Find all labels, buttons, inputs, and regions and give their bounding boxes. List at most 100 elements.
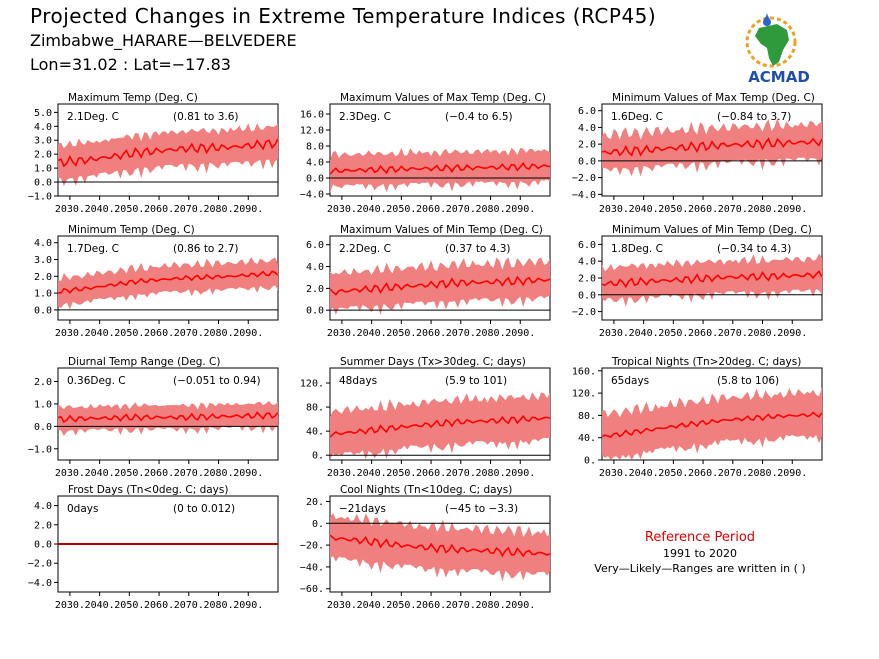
median-series-line bbox=[57, 138, 279, 168]
chart-value-label: 48days bbox=[339, 375, 377, 387]
x-tick-label: 2080. bbox=[747, 328, 777, 339]
x-tick-label: 2060. bbox=[144, 204, 174, 215]
logo-text: ACMAD bbox=[748, 68, 810, 86]
y-tick-label: 12.0 bbox=[300, 126, 324, 137]
x-tick-label: 2050. bbox=[114, 600, 144, 611]
y-tick-label: 2.0 bbox=[34, 520, 52, 531]
x-tick-label: 2080. bbox=[475, 328, 505, 339]
x-tick-label: 2030. bbox=[599, 468, 629, 479]
y-tick-label: −4.0 bbox=[300, 190, 324, 201]
chart-range-label: (5.9 to 101) bbox=[445, 375, 507, 387]
y-tick-label: 0.0 bbox=[306, 174, 324, 185]
chart-value-label: 2.3Deg. C bbox=[339, 111, 391, 123]
y-tick-label: 40. bbox=[578, 433, 596, 444]
y-tick-label: −40. bbox=[300, 562, 324, 573]
x-tick-label: 2090. bbox=[777, 328, 807, 339]
x-tick-label: 2030. bbox=[327, 204, 357, 215]
x-tick-label: 2040. bbox=[357, 468, 387, 479]
reference-legend: Reference Period 1991 to 2020 Very—Likel… bbox=[590, 530, 810, 575]
y-tick-label: −4.0 bbox=[572, 190, 596, 201]
y-tick-label: 4.0 bbox=[578, 123, 596, 134]
x-tick-label: 2090. bbox=[233, 600, 263, 611]
chart-title: Tropical Nights (Tn>20deg. C; days) bbox=[611, 356, 801, 368]
y-tick-label: −2.0 bbox=[572, 307, 596, 318]
x-tick-label: 2050. bbox=[114, 328, 144, 339]
x-tick-label: 2080. bbox=[475, 600, 505, 611]
y-tick-label: 160. bbox=[572, 366, 596, 377]
y-tick-label: 2.0 bbox=[578, 274, 596, 285]
x-tick-label: 2040. bbox=[85, 204, 115, 215]
y-tick-label: −1.0 bbox=[28, 192, 52, 203]
x-tick-label: 2070. bbox=[446, 600, 476, 611]
africa-map-icon bbox=[755, 24, 789, 66]
x-tick-label: 2040. bbox=[629, 204, 659, 215]
x-tick-label: 2030. bbox=[327, 328, 357, 339]
x-tick-label: 2040. bbox=[357, 328, 387, 339]
x-tick-label: 2060. bbox=[688, 468, 718, 479]
median-series-line bbox=[329, 161, 551, 175]
y-tick-label: 0. bbox=[312, 519, 324, 530]
chart-range-label: (0 to 0.012) bbox=[173, 503, 235, 515]
chart-range-label: (0.86 to 2.7) bbox=[173, 243, 239, 255]
median-series-line bbox=[329, 534, 551, 558]
median-series-line bbox=[601, 411, 823, 439]
x-tick-label: 2030. bbox=[599, 328, 629, 339]
y-tick-label: 4.0 bbox=[34, 238, 52, 249]
likely-range-band bbox=[58, 400, 278, 436]
y-tick-label: 0.0 bbox=[34, 305, 52, 316]
x-tick-label: 2070. bbox=[718, 468, 748, 479]
range-note: Very—Likely—Ranges are written in ( ) bbox=[594, 562, 806, 575]
x-tick-label: 2090. bbox=[777, 204, 807, 215]
y-tick-label: 4.0 bbox=[306, 158, 324, 169]
x-tick-label: 2090. bbox=[505, 328, 535, 339]
x-tick-label: 2050. bbox=[386, 328, 416, 339]
station-name: Zimbabwe_HARARE—BELVEDERE bbox=[30, 31, 297, 50]
y-tick-label: 0.0 bbox=[34, 422, 52, 433]
chart-value-label: 65days bbox=[611, 375, 649, 387]
median-series-line bbox=[57, 270, 279, 294]
chart-value-label: 0.36Deg. C bbox=[67, 375, 126, 387]
x-tick-label: 2060. bbox=[144, 600, 174, 611]
x-tick-label: 2070. bbox=[718, 328, 748, 339]
y-tick-label: 8.0 bbox=[306, 142, 324, 153]
x-tick-label: 2070. bbox=[446, 468, 476, 479]
y-tick-label: 80. bbox=[306, 403, 324, 414]
y-tick-label: 0. bbox=[584, 456, 596, 467]
x-tick-label: 2050. bbox=[386, 468, 416, 479]
y-tick-label: 6.0 bbox=[578, 240, 596, 251]
x-tick-label: 2060. bbox=[416, 328, 446, 339]
x-tick-label: 2050. bbox=[386, 600, 416, 611]
y-tick-label: −4.0 bbox=[28, 578, 52, 589]
y-tick-label: −2.0 bbox=[572, 173, 596, 184]
y-tick-label: 0.0 bbox=[34, 178, 52, 189]
x-tick-label: 2030. bbox=[55, 328, 85, 339]
chart-value-label: 0days bbox=[67, 503, 98, 515]
x-tick-label: 2060. bbox=[144, 328, 174, 339]
chart-range-label: (−0.051 to 0.94) bbox=[173, 375, 261, 387]
y-tick-label: 2.0 bbox=[306, 284, 324, 295]
y-tick-label: 16.0 bbox=[300, 110, 324, 121]
y-tick-label: 0.0 bbox=[34, 540, 52, 551]
likely-range-band bbox=[602, 117, 822, 177]
y-tick-label: 20. bbox=[306, 497, 324, 508]
x-tick-label: 2090. bbox=[505, 468, 535, 479]
chart-title: Minimum Values of Max Temp (Deg. C) bbox=[612, 92, 815, 104]
y-tick-label: 1.0 bbox=[34, 289, 52, 300]
x-tick-label: 2040. bbox=[85, 468, 115, 479]
x-tick-label: 2060. bbox=[688, 328, 718, 339]
x-tick-label: 2040. bbox=[629, 468, 659, 479]
x-tick-label: 2030. bbox=[55, 204, 85, 215]
x-tick-label: 2030. bbox=[55, 468, 85, 479]
y-tick-label: 6.0 bbox=[578, 106, 596, 117]
chart-range-label: (0.81 to 3.6) bbox=[173, 111, 239, 123]
x-tick-label: 2070. bbox=[446, 328, 476, 339]
x-tick-label: 2050. bbox=[114, 468, 144, 479]
acmad-logo: ACMAD bbox=[745, 12, 810, 86]
likely-range-band bbox=[602, 387, 822, 460]
y-tick-label: 0.0 bbox=[306, 306, 324, 317]
median-series-line bbox=[601, 270, 823, 289]
x-tick-label: 2060. bbox=[416, 468, 446, 479]
y-tick-label: 6.0 bbox=[306, 240, 324, 251]
x-tick-label: 2080. bbox=[203, 328, 233, 339]
